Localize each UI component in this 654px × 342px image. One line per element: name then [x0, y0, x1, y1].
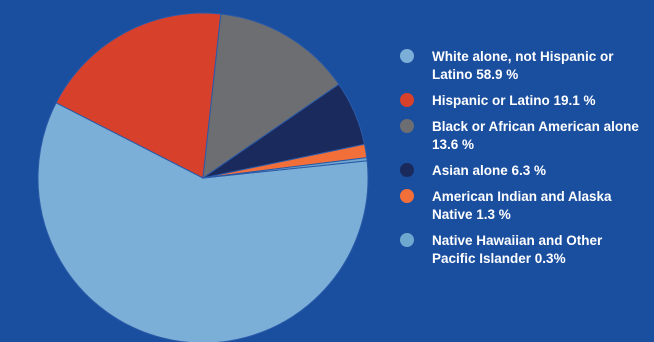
- legend-label: White alone, not Hispanic or Latino 58.9…: [432, 49, 614, 82]
- legend-label: Native Hawaiian and Other Pacific Island…: [432, 233, 603, 266]
- legend: White alone, not Hispanic or Latino 58.9…: [400, 48, 650, 276]
- pie-slice-white: [37, 102, 369, 342]
- legend-item: Black or African American alone 13.6 %: [400, 118, 650, 154]
- legend-label: American Indian and Alaska Native 1.3 %: [432, 189, 612, 222]
- legend-swatch-american-indian: [400, 189, 414, 203]
- pie-slice-black: [202, 13, 340, 180]
- legend-item: White alone, not Hispanic or Latino 58.9…: [400, 48, 650, 84]
- legend-item: American Indian and Alaska Native 1.3 %: [400, 188, 650, 224]
- legend-item: Hispanic or Latino 19.1 %: [400, 92, 650, 110]
- legend-swatch-white: [400, 49, 414, 63]
- legend-item: Native Hawaiian and Other Pacific Island…: [400, 232, 650, 268]
- legend-swatch-native-hawaiian: [400, 233, 414, 247]
- legend-item: Asian alone 6.3 %: [400, 162, 650, 180]
- legend-swatch-asian: [400, 163, 414, 177]
- legend-label: Asian alone 6.3 %: [432, 163, 547, 178]
- legend-label: Hispanic or Latino 19.1 %: [432, 93, 596, 108]
- pie-slice-hispanic: [55, 12, 222, 179]
- legend-swatch-black: [400, 119, 414, 133]
- legend-swatch-hispanic: [400, 93, 414, 107]
- pie-slice-native-hawaiian: [202, 157, 368, 179]
- legend-label: Black or African American alone 13.6 %: [432, 119, 639, 152]
